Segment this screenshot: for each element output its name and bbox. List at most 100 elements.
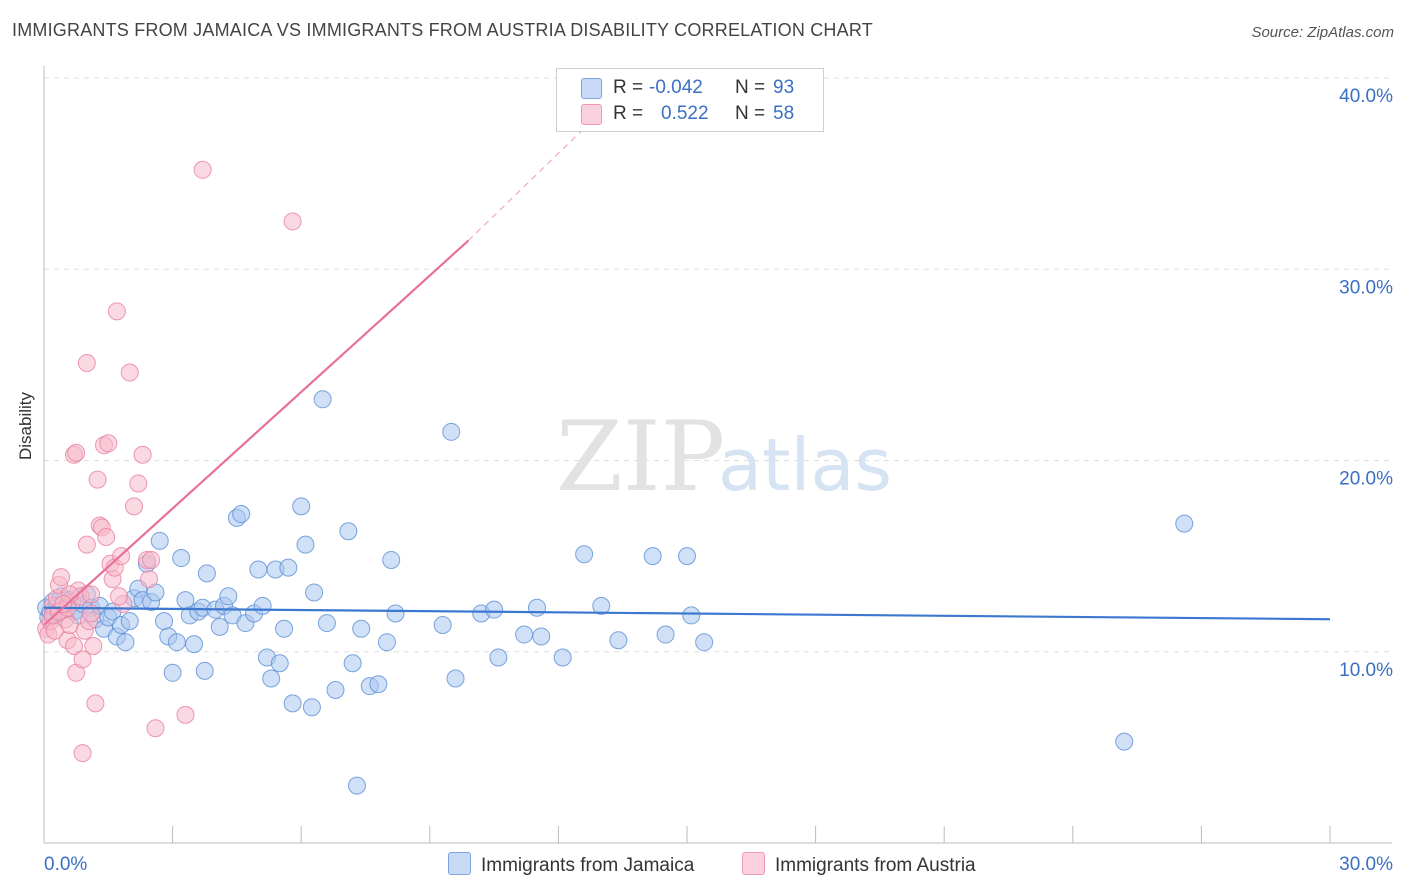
data-point-jamaica	[313, 390, 332, 409]
legend-r-value-austria: 0.522	[661, 103, 709, 124]
data-point-austria	[77, 353, 96, 372]
data-point-jamaica	[150, 531, 169, 550]
data-point-austria	[110, 587, 129, 606]
y-axis-label: Disability	[16, 391, 35, 460]
data-point-austria	[283, 212, 302, 231]
data-point-jamaica	[317, 614, 336, 633]
legend-swatch-jamaica	[448, 852, 471, 875]
data-point-jamaica	[279, 558, 298, 577]
data-point-austria	[129, 474, 148, 493]
y-tick-label: 20.0%	[1339, 469, 1393, 490]
data-point-austria	[82, 585, 101, 604]
data-point-jamaica	[678, 547, 696, 566]
trend-extension-austria	[467, 119, 594, 241]
trend-lines	[43, 119, 1331, 626]
data-point-jamaica	[446, 669, 465, 688]
watermark-atlas: atlas	[718, 423, 892, 507]
legend-r-label: R =	[613, 103, 644, 124]
data-point-austria	[54, 594, 73, 613]
legend-swatch-jamaica	[581, 78, 602, 99]
legend-swatch-austria	[742, 852, 765, 875]
data-point-jamaica	[377, 633, 396, 652]
data-point-jamaica	[302, 698, 321, 717]
data-point-jamaica	[347, 776, 366, 795]
data-point-jamaica	[210, 617, 229, 636]
correlation-legend: R = -0.042 N = 93 R = 0.522 N = 58	[556, 68, 824, 132]
gridlines	[44, 77, 1392, 653]
data-point-austria	[146, 719, 165, 738]
data-point-jamaica	[296, 535, 315, 554]
data-point-jamaica	[442, 422, 461, 441]
data-point-jamaica	[185, 635, 204, 654]
data-point-jamaica	[275, 619, 294, 638]
data-point-jamaica	[249, 560, 268, 579]
data-point-austria	[77, 535, 96, 554]
data-point-jamaica	[232, 505, 251, 524]
data-point-austria	[133, 445, 152, 464]
data-point-austria	[176, 705, 195, 724]
data-point-austria	[65, 637, 84, 656]
data-point-austria	[88, 470, 107, 489]
data-point-jamaica	[326, 681, 345, 699]
watermark-zip: ZIP	[556, 401, 725, 513]
data-point-austria	[193, 160, 212, 179]
data-point-jamaica	[489, 648, 508, 667]
data-point-jamaica	[283, 694, 302, 713]
data-point-jamaica	[195, 661, 214, 680]
data-point-jamaica	[369, 675, 388, 694]
data-point-austria	[125, 497, 144, 516]
legend-swatch-austria	[581, 104, 602, 125]
legend-label-jamaica: Immigrants from Jamaica	[481, 855, 695, 876]
axes	[43, 66, 1392, 844]
data-point-jamaica	[386, 604, 405, 623]
data-point-jamaica	[527, 598, 546, 617]
chart-title: IMMIGRANTS FROM JAMAICA VS IMMIGRANTS FR…	[12, 20, 873, 40]
data-point-jamaica	[343, 654, 362, 673]
data-point-jamaica	[197, 564, 216, 583]
data-point-jamaica	[1115, 732, 1134, 751]
y-tick-label: 10.0%	[1339, 660, 1393, 681]
data-point-jamaica	[382, 550, 401, 569]
trend-line-austria	[43, 239, 470, 626]
data-point-jamaica	[253, 596, 272, 615]
trend-line-jamaica	[43, 606, 1331, 621]
data-point-austria	[73, 744, 92, 763]
legend-n-label: N =	[735, 103, 766, 124]
legend-n-label: N =	[735, 77, 766, 98]
x-tick-label-min: 0.0%	[44, 854, 87, 875]
data-point-jamaica	[219, 587, 238, 606]
legend-n-value-austria: 58	[773, 103, 795, 124]
data-point-jamaica	[433, 615, 452, 634]
legend-r-value-jamaica: -0.042	[649, 77, 703, 98]
data-point-jamaica	[352, 619, 371, 638]
data-point-jamaica	[695, 633, 714, 652]
data-point-austria	[140, 570, 159, 589]
data-point-jamaica	[339, 522, 358, 541]
data-point-austria	[86, 694, 105, 713]
y-tick-label: 40.0%	[1339, 86, 1393, 107]
data-point-austria	[67, 443, 86, 462]
legend-r-label: R =	[613, 77, 644, 98]
data-point-jamaica	[270, 654, 289, 673]
data-point-jamaica	[609, 631, 628, 650]
data-point-jamaica	[262, 669, 281, 688]
data-point-jamaica	[172, 549, 191, 568]
data-point-jamaica	[120, 612, 139, 631]
legend-n-value-jamaica: 93	[773, 77, 795, 98]
data-point-austria	[120, 363, 139, 382]
data-point-jamaica	[643, 547, 662, 566]
legend-item-austria: Immigrants from Austria	[742, 852, 976, 877]
data-point-jamaica	[155, 612, 174, 631]
data-point-jamaica	[163, 663, 182, 682]
x-tick-label-max: 30.0%	[1339, 854, 1393, 875]
data-point-jamaica	[116, 633, 135, 652]
data-point-jamaica	[553, 648, 572, 667]
data-point-jamaica	[592, 596, 611, 615]
y-tick-label: 30.0%	[1339, 277, 1393, 298]
data-point-jamaica	[682, 606, 701, 625]
data-point-jamaica	[532, 627, 551, 646]
data-point-austria	[142, 550, 161, 569]
data-point-austria	[73, 650, 92, 669]
data-point-jamaica	[515, 625, 534, 644]
legend-label-austria: Immigrants from Austria	[775, 855, 976, 876]
